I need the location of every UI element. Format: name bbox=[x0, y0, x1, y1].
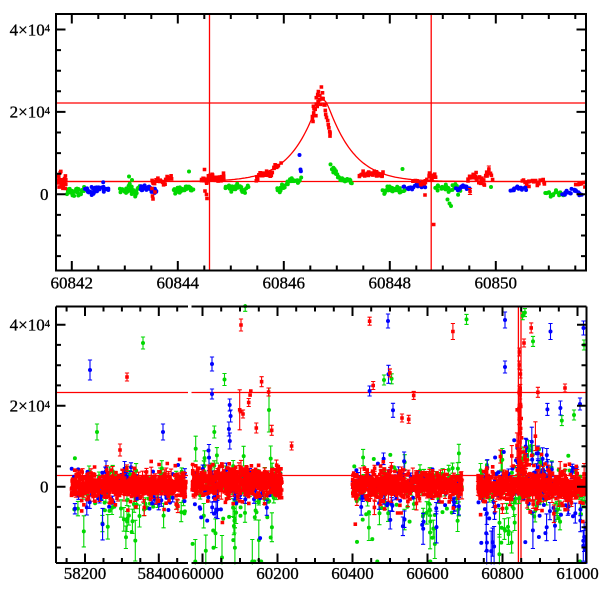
svg-text:60400: 60400 bbox=[331, 564, 374, 583]
svg-text:4×104: 4×104 bbox=[10, 316, 51, 335]
svg-text:0: 0 bbox=[40, 185, 49, 204]
svg-text:60848: 60848 bbox=[369, 274, 412, 293]
svg-text:60000: 60000 bbox=[181, 564, 224, 583]
svg-text:60200: 60200 bbox=[256, 564, 299, 583]
svg-text:60844: 60844 bbox=[157, 274, 200, 293]
svg-text:61000: 61000 bbox=[556, 564, 599, 583]
svg-text:60850: 60850 bbox=[475, 274, 518, 293]
svg-text:60846: 60846 bbox=[263, 274, 306, 293]
svg-text:2×104: 2×104 bbox=[10, 397, 51, 416]
svg-text:4×104: 4×104 bbox=[10, 20, 51, 39]
svg-text:58400: 58400 bbox=[138, 564, 181, 583]
svg-text:0: 0 bbox=[40, 478, 49, 497]
svg-text:60600: 60600 bbox=[406, 564, 449, 583]
svg-text:2×104: 2×104 bbox=[10, 103, 51, 122]
svg-text:60842: 60842 bbox=[51, 274, 94, 293]
svg-text:58200: 58200 bbox=[64, 564, 107, 583]
svg-text:60800: 60800 bbox=[481, 564, 524, 583]
